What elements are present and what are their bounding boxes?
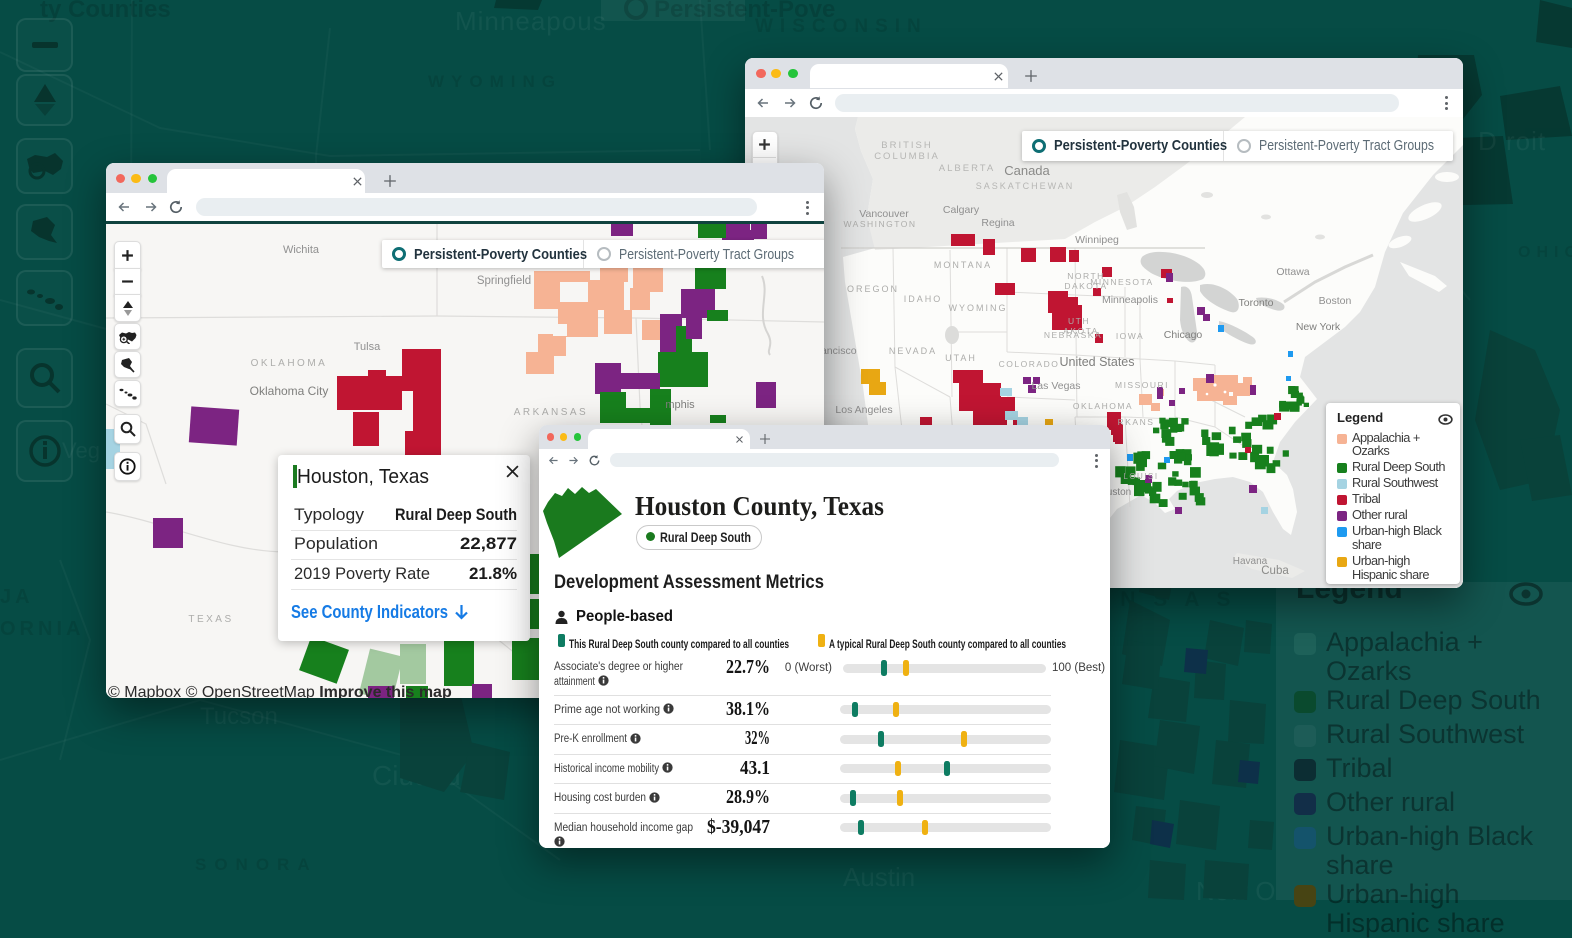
svg-text:Canada: Canada xyxy=(1004,163,1050,178)
svg-text:RKANS: RKANS xyxy=(1117,417,1154,427)
svg-text:OKLAHOMA: OKLAHOMA xyxy=(1072,401,1132,411)
svg-text:Havana: Havana xyxy=(1232,556,1267,567)
svg-text:Calgary: Calgary xyxy=(942,204,979,216)
svg-text:UTH: UTH xyxy=(1068,316,1090,326)
svg-text:ALBERTA: ALBERTA xyxy=(938,163,994,174)
svg-text:Las Vegas: Las Vegas xyxy=(1031,380,1080,392)
svg-text:uston: uston xyxy=(1106,487,1130,498)
svg-text:DAKOTA: DAKOTA xyxy=(1064,281,1107,291)
svg-text:Boston: Boston xyxy=(1318,295,1351,307)
svg-text:NEBRASKA: NEBRASKA xyxy=(1043,330,1101,340)
svg-text:TEXAS: TEXAS xyxy=(188,614,233,625)
svg-text:New York: New York xyxy=(1295,321,1340,333)
svg-text:Minneapolis: Minneapolis xyxy=(1101,294,1157,306)
svg-text:Ottawa: Ottawa xyxy=(1276,266,1309,278)
svg-text:NORTH: NORTH xyxy=(1067,271,1105,281)
svg-text:IDAHO: IDAHO xyxy=(903,294,942,304)
svg-text:Springfield: Springfield xyxy=(477,275,531,287)
svg-text:SASKATCHEWAN: SASKATCHEWAN xyxy=(975,181,1074,191)
svg-text:MISSOURI: MISSOURI xyxy=(1114,380,1168,390)
svg-text:Wichita: Wichita xyxy=(283,244,320,256)
svg-text:Vancouver: Vancouver xyxy=(859,208,909,220)
svg-text:BRITISH: BRITISH xyxy=(881,140,932,151)
svg-text:COLORADO: COLORADO xyxy=(998,359,1059,369)
svg-text:IOWA: IOWA xyxy=(1115,331,1143,341)
svg-text:Tulsa: Tulsa xyxy=(354,341,381,353)
svg-text:Oklahoma City: Oklahoma City xyxy=(250,384,329,398)
svg-text:OKLAHOMA: OKLAHOMA xyxy=(251,358,328,369)
svg-text:ARKANSAS: ARKANSAS xyxy=(514,407,588,418)
svg-text:COLUMBIA: COLUMBIA xyxy=(874,151,940,162)
svg-text:Regina: Regina xyxy=(981,217,1014,229)
svg-text:United States: United States xyxy=(1059,355,1134,369)
svg-text:WYOMING: WYOMING xyxy=(948,303,1007,313)
svg-text:NEVADA: NEVADA xyxy=(888,346,936,356)
svg-text:Winnipeg: Winnipeg xyxy=(1075,234,1119,246)
svg-text:WASHINGTON: WASHINGTON xyxy=(843,219,916,229)
svg-text:LOUISI: LOUISI xyxy=(1123,472,1158,481)
svg-text:Los Angeles: Los Angeles xyxy=(835,404,892,416)
svg-text:Chicago: Chicago xyxy=(1163,329,1202,341)
svg-text:Cuba: Cuba xyxy=(1261,565,1289,577)
svg-text:mphis: mphis xyxy=(665,399,695,411)
svg-text:OREGON: OREGON xyxy=(846,284,898,294)
svg-text:MINNESOTA: MINNESOTA xyxy=(1090,277,1153,287)
svg-text:UTAH: UTAH xyxy=(945,353,977,363)
svg-text:AKOTA: AKOTA xyxy=(1063,326,1099,336)
svg-text:MONTANA: MONTANA xyxy=(933,260,991,270)
svg-text:Toronto: Toronto xyxy=(1238,297,1273,309)
